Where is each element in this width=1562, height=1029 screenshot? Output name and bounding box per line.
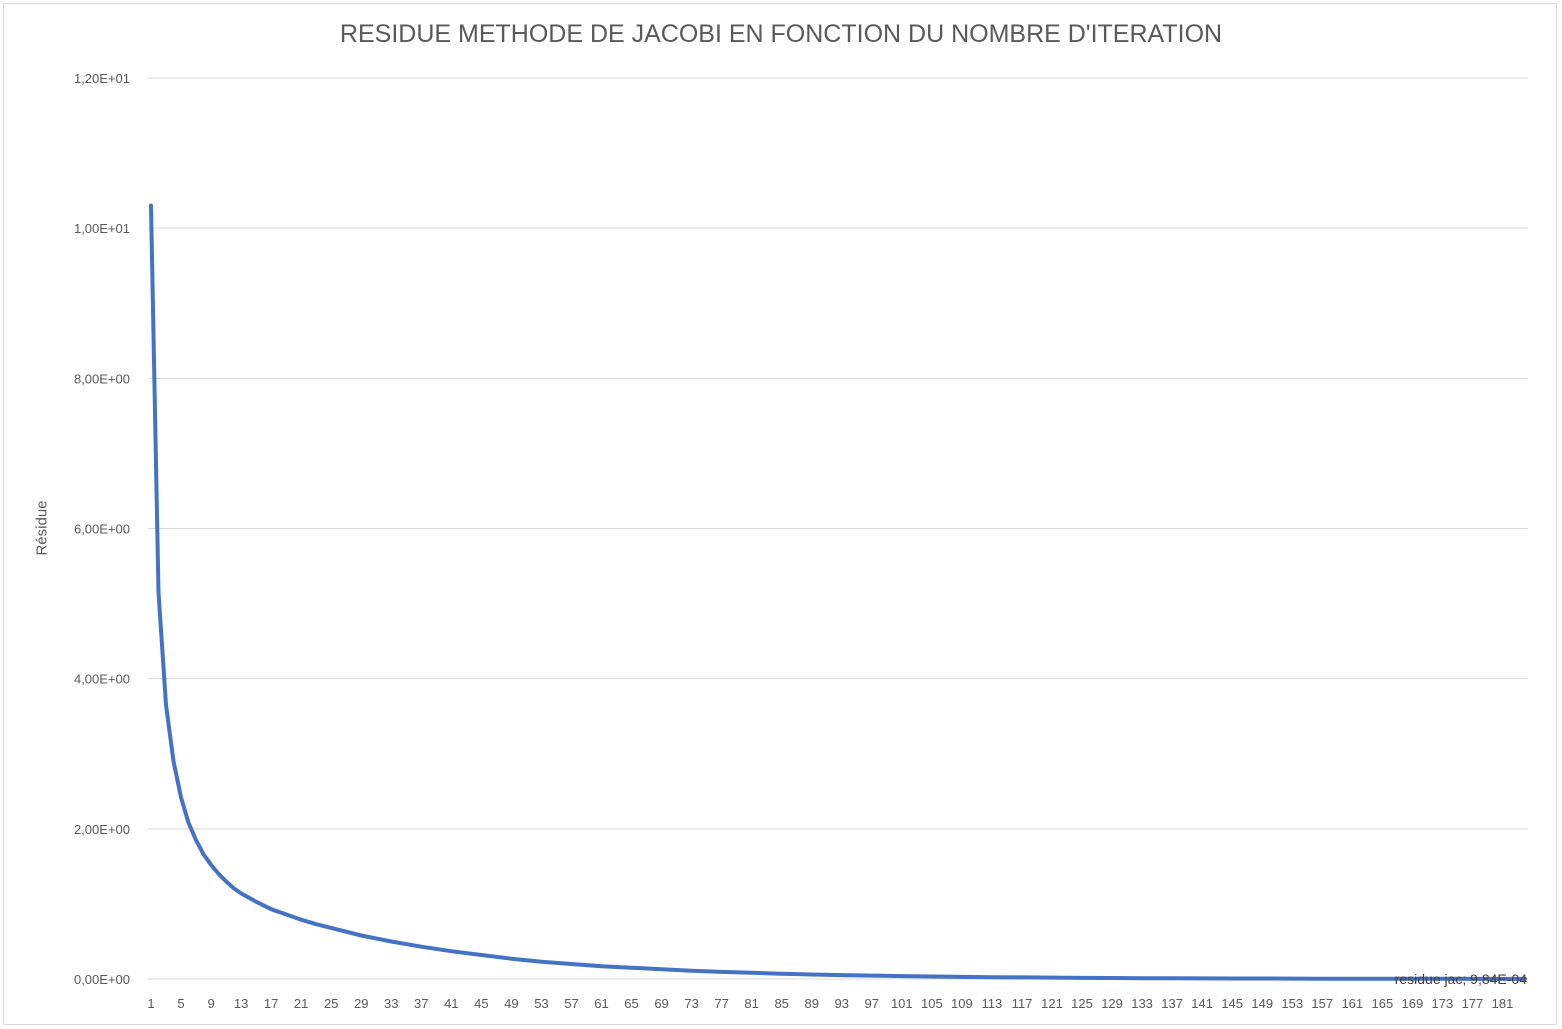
x-tick-label: 105	[921, 996, 943, 1011]
x-tick-label: 13	[234, 996, 248, 1011]
x-tick-label: 133	[1131, 996, 1153, 1011]
y-tick-label: 2,00E+00	[74, 822, 130, 837]
x-tick-label: 149	[1251, 996, 1273, 1011]
y-tick-label: 6,00E+00	[74, 522, 130, 537]
x-tick-label: 101	[891, 996, 913, 1011]
y-tick-label: 1,00E+01	[74, 221, 130, 236]
x-tick-label: 113	[982, 996, 1003, 1011]
x-tick-label: 41	[444, 996, 458, 1011]
x-tick-label: 21	[294, 996, 308, 1011]
x-tick-label: 177	[1462, 996, 1484, 1011]
x-tick-label: 69	[654, 996, 668, 1011]
y-tick-label: 8,00E+00	[74, 371, 130, 386]
x-tick-label: 89	[804, 996, 818, 1011]
x-tick-label: 49	[504, 996, 518, 1011]
x-tick-label: 165	[1371, 996, 1393, 1011]
annotations: residue jac; 9,84E-04	[1395, 971, 1528, 987]
chart-frame	[3, 3, 1557, 1025]
x-tick-label: 181	[1492, 996, 1514, 1011]
x-tick-label: 77	[714, 996, 728, 1011]
x-tick-label: 37	[414, 996, 428, 1011]
x-tick-label: 85	[774, 996, 788, 1011]
x-tick-label: 81	[744, 996, 758, 1011]
x-tick-label: 25	[324, 996, 338, 1011]
series-layer	[149, 203, 1527, 981]
x-tick-label: 65	[624, 996, 638, 1011]
x-tick-label: 109	[951, 996, 973, 1011]
x-tick-label: 145	[1221, 996, 1243, 1011]
x-tick-label: 33	[384, 996, 398, 1011]
x-tick-label: 137	[1161, 996, 1183, 1011]
x-tick-label: 169	[1402, 996, 1424, 1011]
series-line	[149, 203, 1527, 981]
x-tick-labels: 1 5 9 13 17 21 25 29 33 37 41 45 49 53 57 61 65 69 73 77 81 8…	[147, 996, 1513, 1011]
x-tick-label: 93	[835, 996, 849, 1011]
x-tick-label: 121	[1041, 996, 1063, 1011]
x-tick-label: 125	[1071, 996, 1093, 1011]
x-tick-label: 29	[354, 996, 368, 1011]
y-tick-label: 1,20E+01	[74, 71, 130, 86]
x-tick-label: 161	[1341, 996, 1363, 1011]
x-tick-label: 97	[865, 996, 879, 1011]
x-tick-label: 129	[1101, 996, 1123, 1011]
y-tick-label: 4,00E+00	[74, 672, 130, 687]
gridlines	[148, 77, 1528, 980]
x-tick-label: 53	[534, 996, 548, 1011]
chart-title: RESIDUE METHODE DE JACOBI EN FONCTION DU…	[339, 20, 1223, 48]
data-label: residue jac; 9,84E-04	[1395, 971, 1528, 987]
x-tick-label: 157	[1311, 996, 1333, 1011]
x-tick-label: 73	[684, 996, 698, 1011]
x-tick-label: 45	[474, 996, 488, 1011]
y-tick-label: 0,00E+00	[74, 972, 130, 987]
x-tick-label: 5	[177, 996, 184, 1011]
x-tick-label: 9	[207, 996, 214, 1011]
x-tick-label: 141	[1191, 996, 1213, 1011]
x-tick-label: 61	[594, 996, 608, 1011]
x-tick-label: 153	[1281, 996, 1303, 1011]
x-tick-label: 173	[1432, 996, 1454, 1011]
x-tick-label: 117	[1012, 996, 1033, 1011]
x-tick-label: 1	[147, 996, 154, 1011]
y-tick-labels: 0,00E+00 2,00E+00 4,00E+00 6,00E+00 8,00E+00…	[74, 71, 130, 987]
x-tick-label: 17	[264, 996, 278, 1011]
x-tick-label: 57	[564, 996, 578, 1011]
